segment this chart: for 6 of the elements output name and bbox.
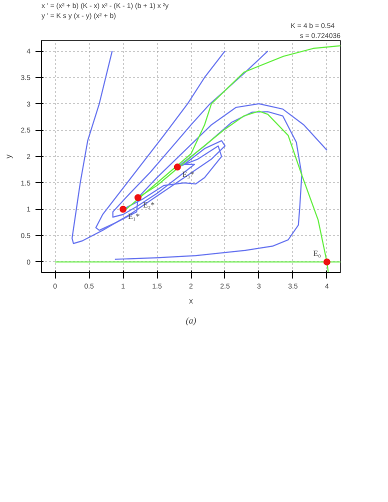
annotation: E₀ xyxy=(313,248,322,258)
y-axis-title: y xyxy=(4,154,13,158)
text: (a) xyxy=(186,316,196,326)
annotation: E₂* xyxy=(142,200,155,210)
x-axis-title: x xyxy=(189,296,193,306)
annotation: E₁* xyxy=(128,212,140,222)
